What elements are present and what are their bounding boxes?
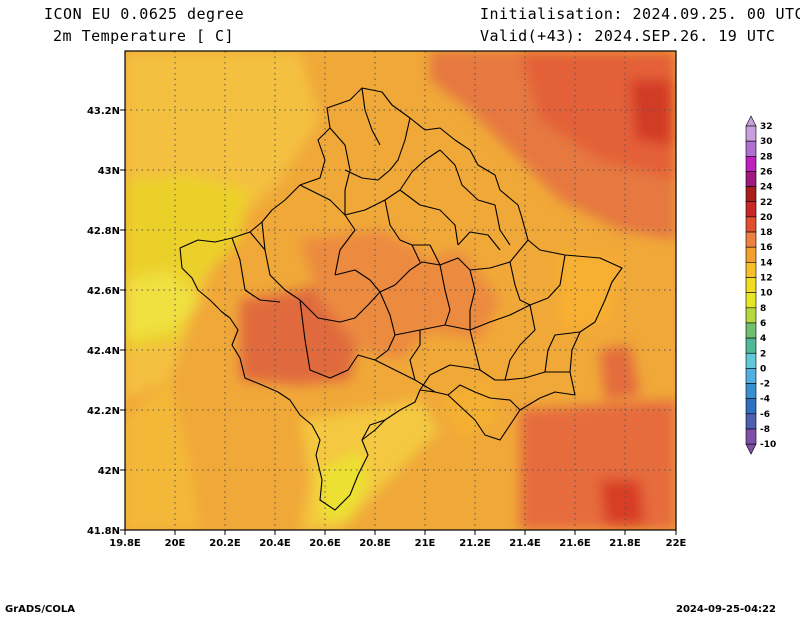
colorbar-swatch (745, 262, 757, 278)
municipality-borders (179, 87, 623, 511)
lon-label: 21.8E (609, 538, 641, 549)
colorbar-swatch (745, 277, 757, 293)
colorbar-label: -4 (760, 395, 770, 405)
colorbar-label: 30 (760, 137, 773, 147)
lat-label: 42N (98, 466, 120, 477)
colorbar-swatch (745, 231, 757, 248)
colorbar-label: 12 (760, 274, 773, 284)
colorbar-top-arrow (745, 115, 757, 127)
colorbar-swatch (745, 322, 757, 339)
lon-label: 21.6E (559, 538, 591, 549)
colorbar-swatch (745, 398, 757, 415)
lat-label: 43.2N (87, 106, 120, 117)
colorbar-label: 8 (760, 304, 766, 314)
lat-label: 42.6N (87, 286, 120, 297)
colorbar-swatch (745, 186, 757, 203)
colorbar-swatch (745, 156, 757, 172)
colorbar-label: 18 (760, 228, 773, 238)
lon-label: 19.8E (109, 538, 141, 549)
lon-label: 21E (415, 538, 436, 549)
colorbar-swatch (745, 201, 757, 218)
colorbar-swatch (745, 383, 757, 399)
lon-label: 20E (165, 538, 186, 549)
colorbar-bottom-arrow (745, 443, 757, 455)
colorbar-swatch (745, 413, 757, 430)
footer-right: 2024-09-25-04:22 (676, 604, 776, 615)
colorbar-label: 14 (760, 258, 773, 268)
colorbar-swatch (745, 125, 757, 142)
lon-label: 21.4E (509, 538, 541, 549)
colorbar-label: -8 (760, 425, 770, 435)
colorbar-label: 22 (760, 198, 773, 208)
colorbar-swatch (745, 216, 757, 233)
colorbar-swatch (745, 140, 757, 157)
colorbar-label: 28 (760, 152, 773, 162)
lat-label: 42.2N (87, 406, 120, 417)
footer-left: GrADS/COLA (5, 604, 75, 615)
lat-label: 41.8N (87, 526, 120, 537)
colorbar-label: -6 (760, 410, 770, 420)
lat-label: 42.4N (87, 346, 120, 357)
lon-label: 20.4E (259, 538, 291, 549)
colorbar-swatch (745, 292, 757, 309)
colorbar-swatch (745, 428, 757, 445)
colorbar-label: -2 (760, 380, 770, 390)
colorbar-swatch (745, 246, 757, 263)
colorbar-label: 4 (760, 334, 766, 344)
lat-label: 42.8N (87, 226, 120, 237)
colorbar-label: 2 (760, 349, 766, 359)
colorbar-label: 0 (760, 364, 766, 374)
colorbar-label: 20 (760, 213, 773, 223)
colorbar-label: 26 (760, 167, 773, 177)
variable-title: 2m Temperature [ C] (53, 27, 235, 45)
lon-label: 20.2E (209, 538, 241, 549)
colorbar-swatch (745, 337, 757, 354)
lon-label: 21.2E (459, 538, 491, 549)
colorbar-label: 10 (760, 289, 773, 299)
lat-label: 43N (98, 166, 120, 177)
colorbar-swatch (745, 368, 757, 384)
model-title: ICON EU 0.0625 degree (44, 5, 245, 23)
colorbar-label: 24 (760, 183, 773, 193)
colorbar-swatch (745, 352, 757, 369)
lon-label: 20.8E (359, 538, 391, 549)
colorbar-label: 32 (760, 122, 773, 132)
colorbar-swatch (745, 171, 757, 187)
colorbar-label: 6 (760, 319, 766, 329)
valid-time: Valid(+43): 2024.SEP.26. 19 UTC (480, 27, 776, 45)
lon-label: 22E (666, 538, 687, 549)
init-time: Initialisation: 2024.09.25. 00 UTC (480, 5, 800, 23)
colorbar-swatch (745, 307, 757, 324)
lon-label: 20.6E (309, 538, 341, 549)
colorbar-label: -10 (760, 440, 776, 450)
colorbar-label: 16 (760, 243, 773, 253)
